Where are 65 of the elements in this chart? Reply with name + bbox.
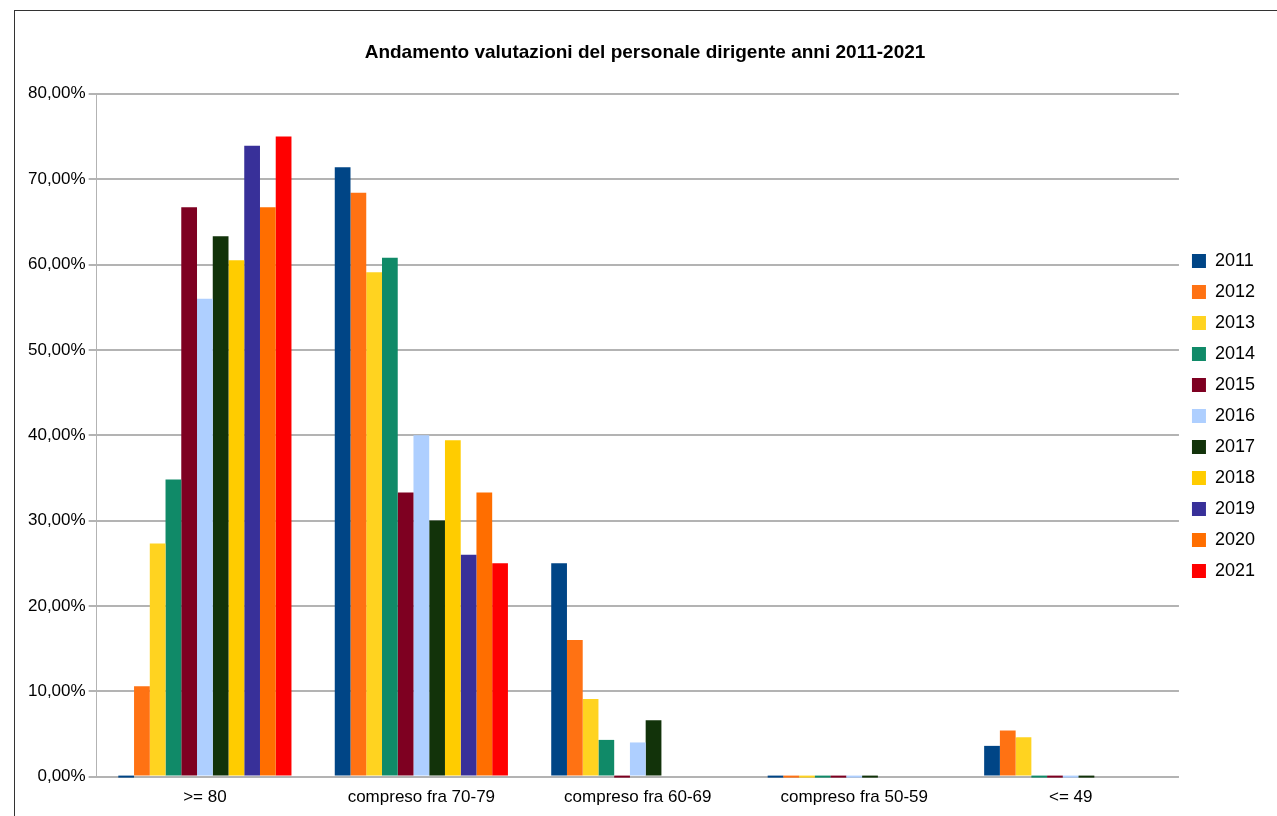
bar [134,686,150,776]
bar [118,775,135,778]
legend-label: 2016 [1214,404,1255,425]
legend-label: 2011 [1214,249,1254,270]
bar [1047,775,1063,778]
bar [366,272,382,776]
legend-label: 2012 [1214,280,1255,301]
bar [582,698,599,776]
legend-label: 2019 [1214,497,1255,518]
x-tick-label: <= 49 [1048,787,1093,807]
bar [1015,737,1032,776]
bar [413,435,430,776]
bar [598,739,615,776]
y-tick-label: 60,00% [27,254,86,274]
y-tick-label: 30,00% [27,510,86,530]
y-tick-label: 10,00% [27,680,86,700]
y-tick-label: 20,00% [27,595,86,615]
y-tick-label: 40,00% [27,424,86,444]
bar [984,745,1000,776]
bar [197,298,213,776]
bar [334,167,351,776]
bar [566,640,583,776]
bar [444,440,461,776]
bar [228,260,245,776]
bar [181,207,198,776]
y-tick-label: 0,00% [37,766,86,786]
bar [614,775,630,778]
x-tick-label: compreso fra 50-59 [780,787,928,807]
bar [999,730,1016,776]
bar [149,543,166,776]
bar [212,236,229,776]
bar [429,520,445,776]
y-tick-label: 70,00% [27,168,86,188]
bar [350,192,367,776]
bar [767,775,784,778]
legend-label: 2015 [1214,373,1255,394]
bar [460,554,477,776]
bar [381,257,398,776]
chart-title: Andamento valutazioni del personale dirigente anni 2011-2021 [364,40,926,62]
bar [799,775,815,778]
legend-label: 2018 [1214,466,1255,487]
bar [814,775,831,778]
y-tick-label: 80,00% [27,83,86,103]
bar [1031,775,1048,778]
bar [476,492,493,776]
legend-label: 2021 [1214,559,1255,580]
x-tick-label: compreso fra 70-79 [347,787,496,807]
bar [165,479,182,776]
legend-label: 2014 [1214,342,1255,363]
legend-label: 2013 [1214,311,1255,332]
bar [492,563,508,776]
x-tick-label: >= 80 [183,787,227,807]
bar [397,492,414,776]
bar [783,775,800,778]
legend-label: 2017 [1214,435,1255,456]
bar [645,720,662,776]
bar [275,136,292,776]
bar [244,145,260,776]
y-tick-label: 50,00% [27,339,86,359]
legend-label: 2020 [1214,528,1255,549]
bar [259,207,276,776]
bar [830,775,847,778]
x-tick-label: compreso fra 60-69 [564,787,712,807]
bar [551,563,567,776]
bar [629,742,646,776]
